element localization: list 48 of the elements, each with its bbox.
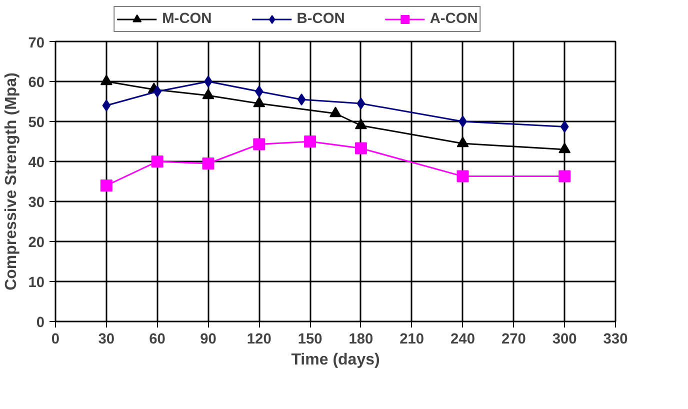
point [202, 158, 214, 170]
x-tick-label: 270 [501, 332, 526, 348]
y-tick-label: 10 [28, 275, 45, 291]
point [354, 142, 367, 154]
x-tick-label: 120 [246, 332, 272, 348]
x-tick-label: 90 [200, 332, 216, 348]
point [354, 118, 367, 130]
x-tick-label: 300 [552, 332, 577, 348]
point [558, 142, 571, 154]
y-tick-label: 20 [28, 235, 45, 251]
y-tick-label: 0 [36, 315, 45, 331]
y-tick-label: 60 [28, 75, 45, 91]
x-tick-label: 240 [450, 332, 476, 348]
point [100, 180, 112, 192]
point [100, 74, 112, 86]
point [330, 106, 342, 118]
y-tick-label: 40 [28, 155, 45, 171]
point [253, 138, 266, 150]
point [560, 120, 569, 133]
point [297, 94, 306, 106]
point [254, 86, 264, 98]
x-tick-label: 330 [603, 332, 628, 348]
x-tick-label: 210 [400, 332, 424, 348]
point [456, 136, 469, 148]
y-tick-label: 70 [28, 36, 45, 52]
point [304, 136, 316, 148]
x-tick-label: 150 [298, 332, 322, 348]
point [202, 88, 214, 100]
point [356, 98, 366, 110]
point [253, 96, 266, 108]
x-axis-title: Time (days) [291, 352, 380, 368]
x-tick-label: 60 [149, 332, 166, 348]
legend-label: M-CON [162, 11, 212, 27]
y-tick-label: 50 [28, 115, 45, 131]
x-tick-label: 30 [98, 332, 115, 348]
point [204, 76, 212, 88]
point [153, 86, 162, 98]
point [458, 116, 467, 128]
point [151, 156, 164, 168]
point [558, 170, 571, 182]
x-tick-label: 0 [51, 332, 60, 348]
y-axis-title: Compressive Strength (Mpa) [3, 72, 20, 290]
legend-label: A-CON [430, 11, 478, 27]
point [456, 170, 469, 182]
legend-label: B-CON [296, 11, 345, 27]
y-tick-label: 30 [28, 195, 45, 211]
point [102, 100, 111, 112]
x-tick-label: 180 [348, 332, 374, 348]
